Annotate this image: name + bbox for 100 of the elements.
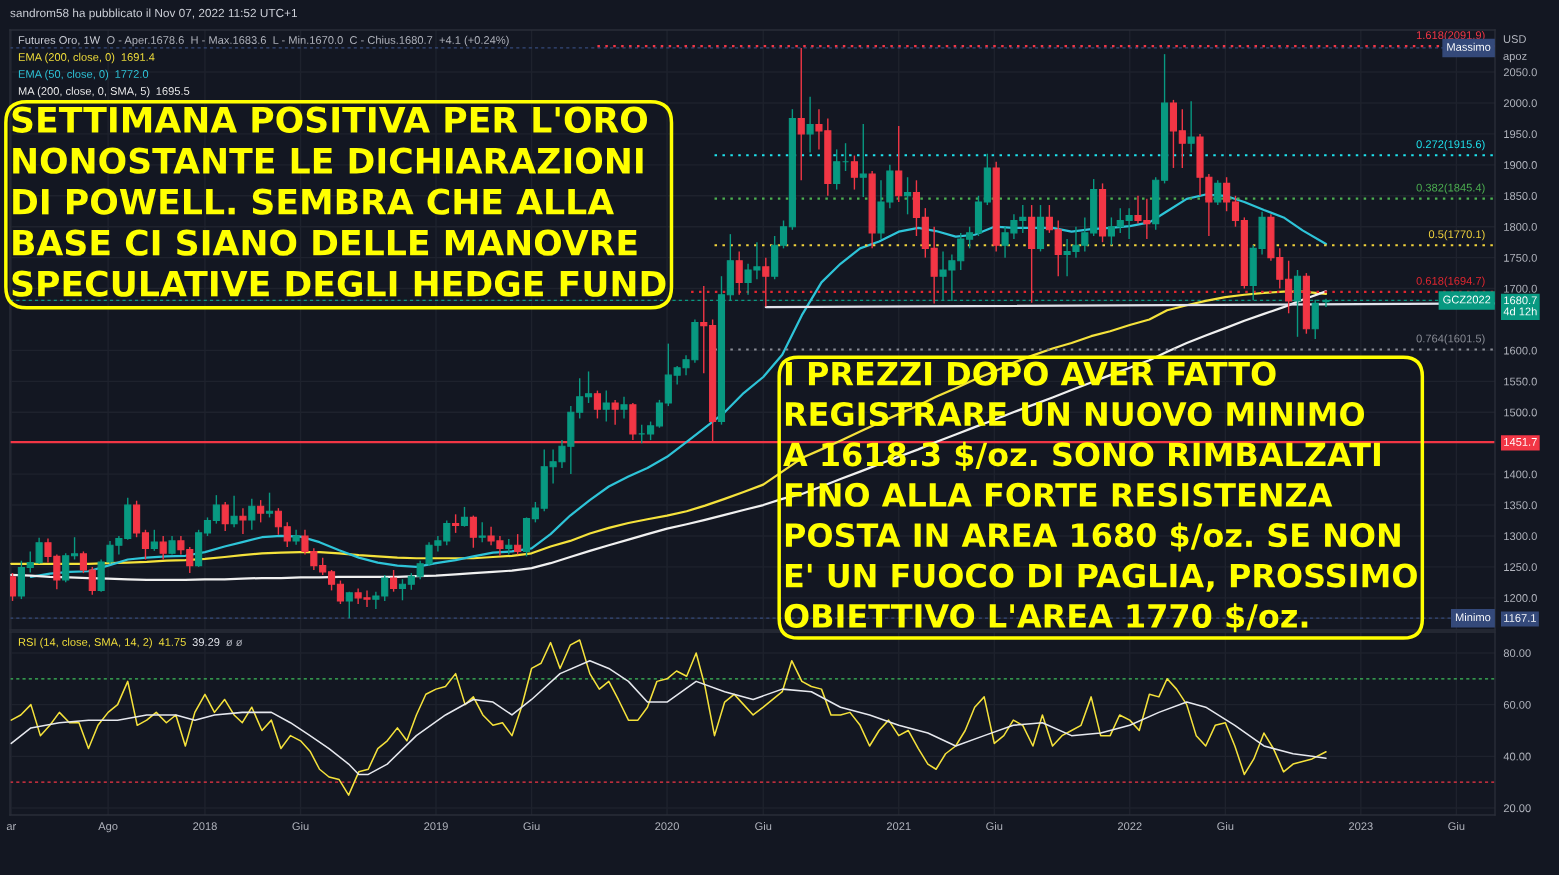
y-tick-label: 1900.0	[1504, 161, 1537, 169]
series-label: 0.382(1845.4)	[1416, 183, 1485, 194]
text: RSI (14, close, SMA, 14, 2)	[18, 637, 152, 649]
candlestick	[762, 256, 770, 308]
annotation: 1691.4	[121, 53, 155, 61]
x-tick-label: 2023	[1349, 822, 1373, 831]
candlestick	[1187, 100, 1195, 154]
candlestick	[602, 389, 610, 423]
candlestick	[79, 550, 87, 574]
candlestick	[1231, 195, 1240, 228]
y-tick-label: 80.00	[1503, 649, 1531, 658]
candlestick	[345, 590, 353, 619]
x-tick-label: Giu	[986, 821, 1003, 831]
series-label: 0.5(1770.1)	[1428, 229, 1485, 241]
series-label: 0.272(1915.6)	[1416, 139, 1485, 151]
y-tick-label: 1850.0	[1504, 192, 1537, 200]
y-tick-label: 1400.0	[1504, 470, 1537, 479]
chart-title: Futures Oro, 1W	[18, 36, 101, 46]
y-tick-label: 40.00	[1503, 752, 1531, 761]
x-tick-label: 2019	[424, 822, 448, 831]
y-tick-label: 1950.0	[1504, 130, 1537, 139]
y-axis-title: USD	[1503, 35, 1526, 43]
x-tick-label: ar	[6, 824, 17, 831]
y-tick-label: 1350.0	[1504, 501, 1537, 510]
candlestick	[469, 514, 477, 549]
y-tick-label: 2000.0	[1503, 99, 1537, 108]
ref-line-label: Massimo	[1447, 42, 1491, 51]
y-tick-label: 1451.7	[1504, 438, 1537, 446]
candlestick	[1107, 216, 1115, 246]
candlestick	[833, 148, 841, 191]
x-tick-label: Giu	[523, 821, 540, 831]
candlestick	[141, 529, 150, 561]
candlestick	[584, 370, 593, 404]
series-label: 1.618(2091.9)	[1416, 30, 1485, 42]
candlestick	[1214, 179, 1222, 206]
candlestick	[966, 226, 974, 250]
candlestick	[452, 513, 460, 534]
y-tick-label: 1750.0	[1504, 253, 1537, 262]
candlestick	[10, 572, 17, 602]
candlestick	[257, 499, 265, 524]
candlestick	[159, 535, 167, 561]
x-tick-label: Giu	[1217, 821, 1234, 831]
candlestick	[168, 535, 176, 556]
ref-line-label: GCZ2022	[1443, 295, 1491, 304]
candlestick	[735, 250, 743, 296]
y-tick-label: 1550.0	[1504, 377, 1537, 386]
candlestick	[904, 176, 912, 216]
y-tick-label: 1500.0	[1504, 408, 1537, 417]
y-tick-label: 2050.0	[1503, 68, 1537, 77]
series-label: 0.764(1601.5)	[1416, 334, 1485, 345]
candlestick	[230, 495, 238, 529]
candlestick	[70, 536, 79, 561]
candlestick	[265, 491, 274, 519]
annotation: 1772.0	[115, 70, 149, 78]
candlestick	[1223, 176, 1231, 212]
annotation: SETTIMANA POSITIVA PER L'ORO NONOSTANTE LE DICHIARAZIONI DI POWELL. SEMBRA CHE ALLA BASE CI SIANO DELLE MANOVRE SPECULATIVE DEGLI HEDGE FUND	[12, 106, 666, 297]
candlestick	[327, 569, 336, 592]
x-tick-label: 2021	[886, 822, 911, 831]
y-tick-label: 1700.0	[1504, 284, 1537, 293]
x-tick-label: 2020	[655, 822, 679, 831]
candlestick	[398, 578, 407, 602]
candlestick	[1178, 108, 1186, 169]
y-tick-label: 20.00	[1503, 804, 1531, 813]
candlestick	[221, 501, 229, 532]
ref-line-label: Minimo	[1455, 613, 1491, 622]
y-tick-label: 1167.1	[1504, 614, 1536, 622]
candlestick	[576, 377, 584, 420]
text: apoz	[1503, 53, 1527, 63]
candlestick	[478, 521, 486, 543]
x-tick-label: 2018	[193, 822, 217, 831]
candlestick	[248, 498, 256, 531]
candlestick	[531, 501, 539, 524]
candlestick	[336, 579, 344, 605]
candlestick	[638, 423, 646, 444]
x-tick-label: 2022	[1117, 822, 1142, 831]
series-label: 0.618(1694.7)	[1416, 276, 1485, 287]
candlestick	[779, 219, 788, 250]
candlestick	[239, 507, 247, 535]
line-series	[10, 639, 1327, 796]
y-tick-label: 1600.0	[1504, 346, 1537, 355]
candlestick	[203, 516, 212, 537]
line-series	[10, 659, 1327, 776]
candlestick	[150, 529, 158, 552]
y-tick-label: 1200.0	[1504, 594, 1537, 602]
candlestick	[212, 494, 220, 525]
x-tick-label: Giu	[1448, 821, 1465, 831]
candlestick	[611, 399, 619, 426]
candlestick	[390, 569, 398, 593]
candlestick	[647, 420, 655, 441]
text: EMA (50, close, 0)	[18, 69, 109, 81]
candlestick	[514, 533, 522, 556]
y-tick-label: 1680.7 4d 12h	[1503, 296, 1537, 316]
candlestick	[88, 566, 96, 596]
text: EMA (200, close, 0)	[18, 52, 115, 64]
annotation: 1695.5	[156, 87, 190, 95]
annotation: 39.29	[192, 638, 220, 646]
annotation: 41.75	[158, 638, 186, 646]
candlestick	[283, 521, 291, 548]
annotation: ø ø	[226, 639, 243, 647]
x-tick-label: Giu	[755, 821, 772, 831]
